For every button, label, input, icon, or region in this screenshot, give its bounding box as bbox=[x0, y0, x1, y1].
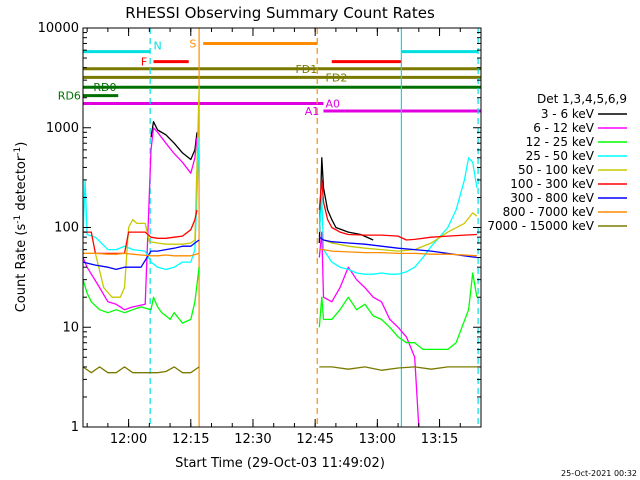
generation-timestamp: 25-Oct-2021 00:32 bbox=[561, 469, 637, 478]
flag-label-rd0: RD0 bbox=[93, 81, 116, 94]
legend-entry-3-6-kev: 3 - 6 keV bbox=[541, 107, 595, 121]
y-tick-label: 10000 bbox=[38, 21, 79, 36]
y-tick-label: 10 bbox=[62, 320, 79, 335]
x-tick-label: 12:00 bbox=[110, 432, 147, 447]
series-line-100-300-kev bbox=[83, 179, 477, 255]
legend-entry-50-100-kev: 50 - 100 keV bbox=[518, 163, 595, 177]
y-tick-label: 1 bbox=[71, 420, 79, 435]
series-line-800-7000-kev bbox=[83, 248, 477, 257]
state-flags: N S F FD1 FD2 RD0 RD6 A0 A1 bbox=[58, 37, 481, 118]
legend-entry-100-300-kev: 100 - 300 keV bbox=[510, 177, 594, 191]
flag-label-rd6: RD6 bbox=[58, 90, 81, 103]
flag-label-n: N bbox=[154, 40, 162, 53]
series-line-3-6-kev bbox=[150, 121, 374, 244]
flag-label-f: F bbox=[141, 56, 147, 69]
series-lines bbox=[82, 88, 478, 428]
x-tick-label: 13:00 bbox=[359, 432, 396, 447]
y-tick-label: 100 bbox=[54, 221, 79, 236]
series-line-12-25-kev bbox=[82, 267, 478, 351]
flag-label-s: S bbox=[189, 37, 196, 50]
flag-label-a1: A1 bbox=[305, 105, 320, 118]
series-line-50-100-kev bbox=[83, 88, 478, 298]
x-tick-label: 12:15 bbox=[172, 432, 209, 447]
legend-title: Det 1,3,4,5,6,9 bbox=[537, 92, 627, 106]
series-line-6-12-kev bbox=[82, 127, 420, 428]
legend-entry-300-800-kev: 300 - 800 keV bbox=[510, 191, 594, 205]
y-tick-label: 1000 bbox=[46, 121, 79, 136]
flag-label-fd1: FD1 bbox=[295, 63, 317, 76]
x-tick-label: 12:30 bbox=[234, 432, 271, 447]
flag-label-fd2: FD2 bbox=[326, 71, 348, 84]
x-tick-label: 12:45 bbox=[296, 432, 333, 447]
series-line-7000-15000-kev bbox=[82, 366, 477, 374]
legend-entry-6-12-kev: 6 - 12 keV bbox=[533, 121, 595, 135]
x-tick-label: 13:15 bbox=[421, 432, 458, 447]
x-axis-label: Start Time (29-Oct-03 11:49:02) bbox=[175, 456, 385, 471]
legend-entry-12-25-kev: 12 - 25 keV bbox=[526, 135, 595, 149]
flag-label-a0: A0 bbox=[326, 98, 341, 111]
x-axis: 12:00 12:15 12:30 12:45 13:00 13:15 bbox=[86, 28, 461, 447]
legend-entry-800-7000-kev: 800 - 7000 keV bbox=[503, 205, 595, 219]
y-axis-label: Count Rate (s-1 detector-1) bbox=[13, 142, 29, 313]
legend-entry-7000-15000-kev: 7000 - 15000 keV bbox=[487, 219, 594, 233]
legend-entry-25-50-kev: 25 - 50 keV bbox=[526, 149, 595, 163]
chart-title: RHESSI Observing Summary Count Rates bbox=[125, 4, 435, 22]
